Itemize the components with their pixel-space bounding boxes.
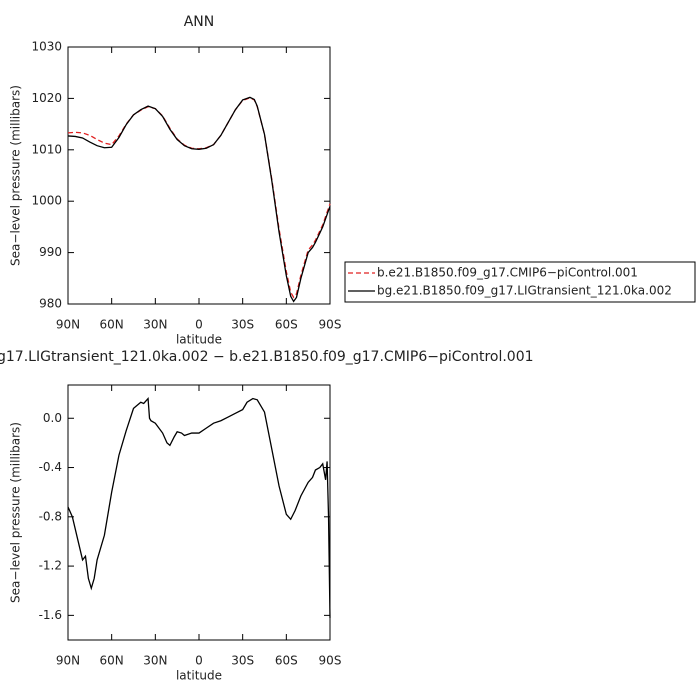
x-tick-label: 0 [195,654,203,668]
legend-label: b.e21.B1850.f09_g17.CMIP6−piControl.001 [377,266,638,280]
plot-frame [67,384,331,641]
x-tick-label: 30S [231,318,254,332]
x-tick-label: 60N [100,654,124,668]
y-tick-label: 1030 [31,40,62,54]
y-tick-label: 1000 [31,194,62,208]
x-tick-label: 90S [319,318,342,332]
data-line [67,96,331,303]
x-axis-label: latitude [176,669,222,683]
y-axis-label: Sea−level pressure (millibars) [9,85,23,266]
x-tick-label: 60S [275,654,298,668]
legend-box [344,261,696,303]
data-line [67,396,331,618]
x-tick-label: 30N [143,654,167,668]
x-tick-label: 30S [231,654,254,668]
y-tick-label: -1.2 [39,559,62,573]
y-tick-label: 990 [39,245,62,259]
data-line [67,97,331,299]
y-tick-label: -1.6 [39,608,62,622]
x-tick-label: 90N [56,318,80,332]
x-tick-label: 60S [275,318,298,332]
y-tick-label: 1020 [31,91,62,105]
y-axis-label: Sea−level pressure (millibars) [9,422,23,603]
y-tick-label: 1010 [31,142,62,156]
x-tick-label: 90N [56,654,80,668]
x-tick-label: 60N [100,318,124,332]
x-axis-label: latitude [176,333,222,347]
y-tick-label: -0.4 [39,460,62,474]
y-tick-label: 0.0 [43,411,62,425]
x-tick-label: 0 [195,318,203,332]
x-tick-label: 30N [143,318,167,332]
panel-title: bg.e21.B1850.f09_g17.LIGtransient_121.0k… [0,349,534,365]
y-tick-label: -0.8 [39,509,62,523]
panel-title: ANN [184,14,215,30]
legend-label: bg.e21.B1850.f09_g17.LIGtransient_121.0k… [377,284,672,298]
y-tick-label: 980 [39,297,62,311]
x-tick-label: 90S [319,654,342,668]
plot-frame [67,46,331,305]
